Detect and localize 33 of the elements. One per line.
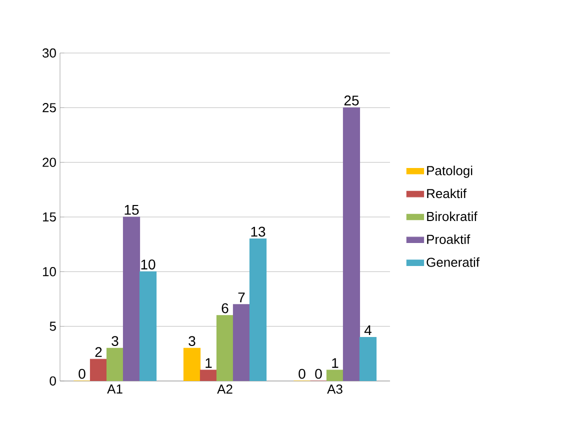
data-label: 0 <box>78 368 86 379</box>
bar <box>183 348 201 381</box>
data-label: 3 <box>112 336 118 346</box>
data-label: 1 <box>332 358 338 368</box>
data-label: 0 <box>298 368 306 379</box>
y-tick-label: 30 <box>42 48 56 58</box>
y-tick-label: 25 <box>42 103 56 112</box>
data-label: 13 <box>251 226 266 237</box>
x-tick-label: A3 <box>327 384 342 394</box>
legend-label: Proaktif <box>427 234 470 244</box>
bar <box>90 358 108 381</box>
bar <box>200 370 218 381</box>
y-tick-label: 10 <box>43 267 56 276</box>
y-tick-label: 0 <box>50 376 56 386</box>
data-label: 1 <box>206 358 212 368</box>
data-label: 4 <box>364 325 372 336</box>
x-tick-label: A2 <box>217 384 232 394</box>
y-tick-label: 15 <box>43 212 56 222</box>
legend-label: Generatif <box>426 257 480 267</box>
legend-label: Reaktif <box>427 188 467 198</box>
legend-label: Birokratif <box>427 212 478 222</box>
legend-label: Patologi <box>427 166 472 178</box>
data-label: 0 <box>315 368 322 379</box>
data-label: 10 <box>141 260 156 270</box>
data-label: 7 <box>238 292 245 302</box>
x-tick-label: A1 <box>107 384 122 394</box>
data-label: 6 <box>222 303 228 314</box>
data-label: 2 <box>95 347 102 357</box>
data-label: 25 <box>344 96 359 106</box>
y-tick-label: 5 <box>50 322 56 331</box>
data-label: 15 <box>124 205 139 215</box>
data-label: 3 <box>188 336 196 346</box>
y-tick-label: 20 <box>42 158 56 167</box>
